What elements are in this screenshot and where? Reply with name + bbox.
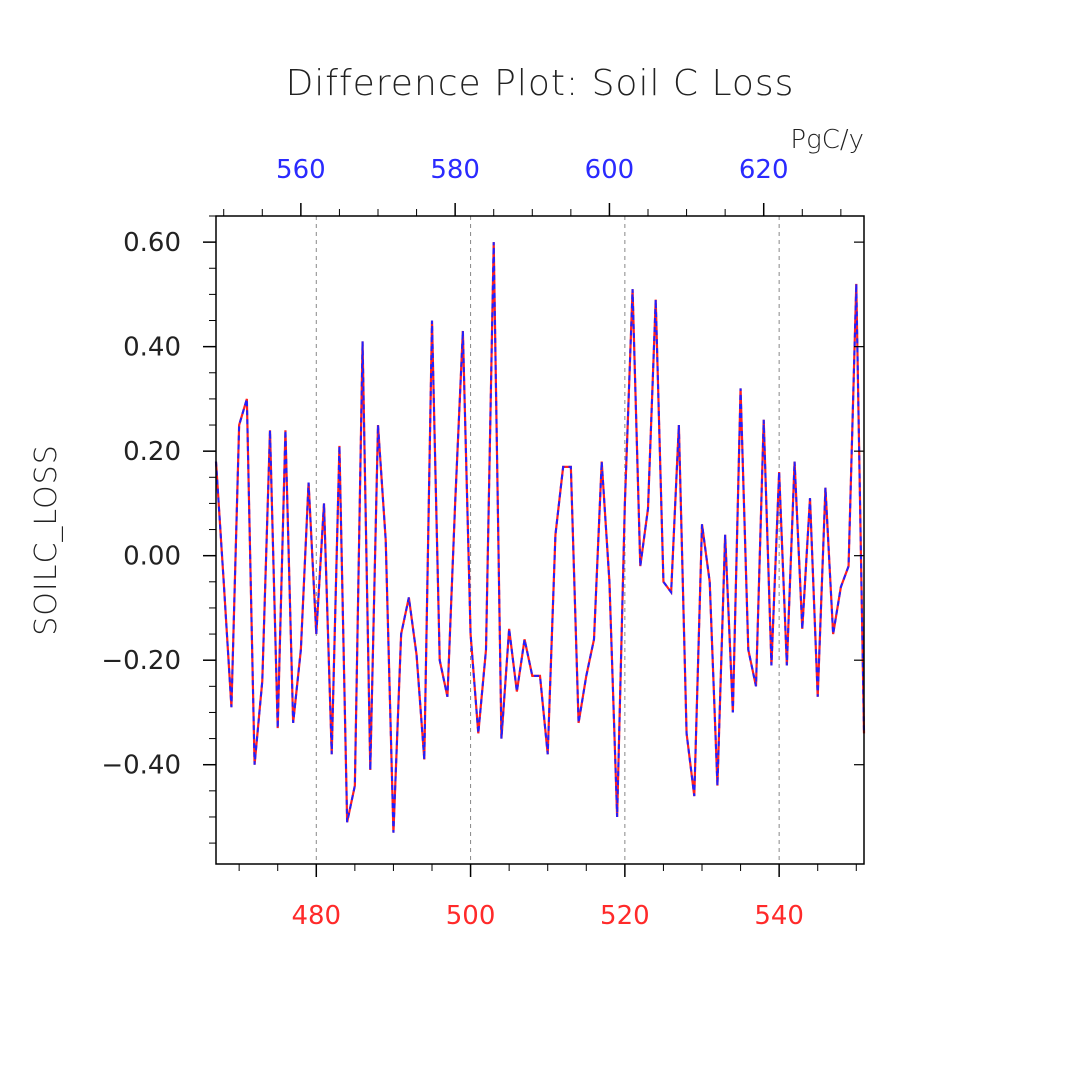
y-tick-label: 0.40	[123, 333, 181, 363]
y-tick-label: −0.40	[101, 751, 181, 781]
bottom-x-tick-labels: 480 500 520 540	[291, 901, 803, 931]
y-tick-label: −0.20	[101, 646, 181, 676]
plot-frame	[215, 215, 865, 865]
units-label: PgC/y	[790, 125, 864, 155]
bottom-x-tick-label: 500	[446, 901, 496, 931]
bottom-x-tick-label: 520	[600, 901, 650, 931]
y-tick-label: 0.20	[123, 437, 181, 467]
bottom-x-tick-label: 540	[754, 901, 804, 931]
top-x-tick-label: 560	[276, 155, 326, 185]
y-tick-labels: −0.40 −0.20 0.00 0.20 0.40 0.60	[101, 228, 181, 781]
y-axis-label: SOILC_LOSS	[29, 444, 64, 636]
bottom-x-tick-label: 480	[291, 901, 341, 931]
y-tick-label: 0.60	[123, 228, 181, 258]
y-tick-label: 0.00	[123, 542, 181, 572]
top-x-tick-label: 600	[585, 155, 635, 185]
axis-ticks	[203, 203, 864, 877]
chart-title: Difference Plot: Soil C Loss	[286, 63, 795, 104]
top-x-tick-labels: 560 580 600 620	[276, 155, 788, 185]
top-x-tick-label: 620	[739, 155, 789, 185]
top-x-tick-label: 580	[430, 155, 480, 185]
series-line-blue-dashed	[215, 242, 865, 833]
series-layer	[214, 242, 866, 833]
